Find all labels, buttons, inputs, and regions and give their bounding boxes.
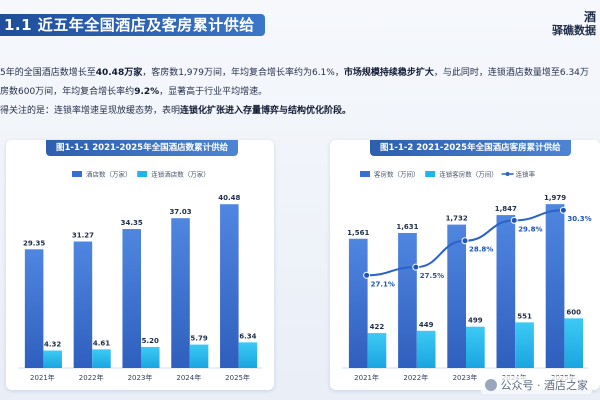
summary-line-1: 5年的全国酒店数增长至40.48万家，客房数1,979万间，年均复合增长率约为6… (0, 68, 589, 78)
bar-main-0 (348, 238, 368, 368)
summary-text: 5年的全国酒店数增长至40.48万家，客房数1,979万间，年均复合增长率约为6… (0, 64, 600, 121)
bar-chain-2 (466, 326, 485, 368)
chain-rate-label-4: 30.3% (567, 215, 591, 223)
legend-label-2: 连锁率 (516, 170, 536, 179)
hotel-count-chart: 酒店数（万家） 连锁酒店数（万家） 29.35 4.32 2021年 31.27 4.61 2… (18, 170, 262, 382)
bar-main-label-3: 37.03 (169, 208, 191, 216)
bar-chain-4 (238, 342, 258, 368)
bar-chain-label-3: 5.79 (190, 335, 207, 343)
bar-main-label-1: 31.27 (72, 231, 94, 239)
bar-chain-3 (515, 322, 534, 368)
bar-chain-label-2: 5.20 (142, 337, 159, 345)
brand-logo: 酒 驿礁数据 (552, 10, 596, 38)
chart-1-title: 图1-1-1 2021-2025年全国酒店数累计供给 (46, 140, 239, 156)
bar-chain-label-4: 600 (566, 308, 581, 316)
x-tick-label-3: 2024年 (176, 373, 201, 382)
wechat-icon (484, 379, 497, 391)
legend-swatch-1 (425, 171, 436, 177)
bar-main-label-4: 40.48 (218, 194, 240, 202)
bar-main-label-4: 1,979 (544, 194, 566, 202)
header: 1.1 近五年全国酒店及客房累计供给 酒 驿礁数据 (0, 6, 600, 38)
bar-main-3 (496, 215, 516, 368)
chain-rate-point-2 (461, 237, 469, 245)
legend-label-1: 连锁酒店数（万家） (151, 170, 210, 179)
hotel-count-chart-panel: 图1-1-1 2021-2025年全国酒店数累计供给 酒店数（万家） 连锁酒店数（… (6, 140, 274, 390)
bar-chain-3 (189, 344, 209, 368)
bar-chain-label-4: 6.34 (239, 332, 256, 340)
bar-chain-label-1: 4.61 (93, 339, 110, 347)
bar-chain-label-1: 449 (419, 321, 434, 329)
bar-chain-label-0: 4.32 (44, 341, 61, 349)
bar-main-4 (545, 204, 565, 368)
bar-main-label-2: 34.35 (121, 219, 143, 227)
bar-main-label-0: 1,561 (347, 229, 369, 237)
legend-swatch-0 (72, 171, 82, 177)
bar-chain-1 (416, 330, 436, 368)
bar-chain-2 (141, 346, 160, 368)
bar-chain-0 (43, 350, 62, 368)
x-tick-label-4: 2025年 (225, 373, 250, 382)
bar-chain-label-2: 499 (468, 317, 483, 325)
bar-main-0 (24, 249, 44, 368)
bar-main-1 (73, 241, 93, 368)
bar-main-2 (447, 224, 466, 368)
bar-chain-4 (564, 318, 584, 368)
x-tick-label-1: 2022年 (403, 373, 428, 382)
bar-main-2 (122, 229, 141, 368)
summary-line-3: 得关注的是：连锁率增速呈现放缓态势，表明连锁化扩张进入存量博弈与结构优化阶段。 (0, 106, 352, 116)
legend-marker-2 (505, 172, 510, 176)
chain-rate-label-2: 28.8% (469, 246, 493, 254)
legend-swatch-1 (137, 171, 148, 177)
bar-chain-label-0: 422 (370, 323, 385, 331)
summary-line-2: 房数600万间，年均复合增长率约9.2%，显著高于行业平均增速。 (0, 87, 268, 97)
bar-main-label-3: 1,847 (495, 205, 517, 213)
x-tick-label-1: 2022年 (79, 373, 104, 382)
bar-main-1 (398, 232, 417, 368)
bar-main-label-1: 1,631 (396, 223, 418, 231)
legend-swatch-0 (360, 171, 370, 177)
bar-chain-label-3: 551 (517, 312, 532, 320)
room-count-chart-panel: 图1-1-2 2021-2025年全国酒店客房累计供给 客房数（万间） 连锁客房数… (330, 140, 600, 390)
chain-rate-label-1: 27.5% (420, 272, 444, 280)
x-tick-label-2: 2023年 (128, 373, 153, 382)
x-tick-label-2: 2023年 (453, 373, 478, 382)
section-title: 1.1 近五年全国酒店及客房累计供给 (0, 14, 265, 36)
chain-rate-point-1 (412, 263, 420, 271)
brand-line-1: 酒 (583, 10, 596, 24)
room-count-chart: 客房数（万间） 连锁客房数（万间） 连锁率 1,561 422 2021年 1,631 449… (342, 170, 592, 382)
chain-rate-label-0: 27.1% (371, 280, 395, 288)
chart-2-title: 图1-1-2 2021-2025年全国酒店客房累计供给 (370, 140, 571, 156)
bar-main-label-2: 1,732 (446, 215, 468, 223)
brand-line-2: 驿礁数据 (552, 24, 596, 37)
bar-main-label-0: 29.35 (23, 239, 45, 247)
watermark: 公众号 · 酒店之家 (480, 376, 592, 394)
chain-rate-point-4 (559, 206, 567, 214)
chain-rate-point-0 (363, 271, 371, 279)
legend-label-1: 连锁客房数（万间） (439, 170, 498, 179)
chain-rate-label-3: 29.8% (518, 225, 542, 233)
legend-label-0: 客房数（万间） (374, 170, 420, 179)
watermark-text: 公众号 · 酒店之家 (500, 379, 589, 392)
legend-label-0: 酒店数（万家） (86, 170, 132, 179)
bar-main-4 (220, 204, 239, 368)
bar-chain-0 (367, 333, 387, 368)
bar-main-3 (171, 218, 190, 368)
x-tick-label-0: 2021年 (30, 373, 55, 382)
chain-rate-point-3 (510, 216, 518, 224)
x-tick-label-0: 2021年 (354, 373, 379, 382)
bar-chain-1 (92, 349, 111, 368)
